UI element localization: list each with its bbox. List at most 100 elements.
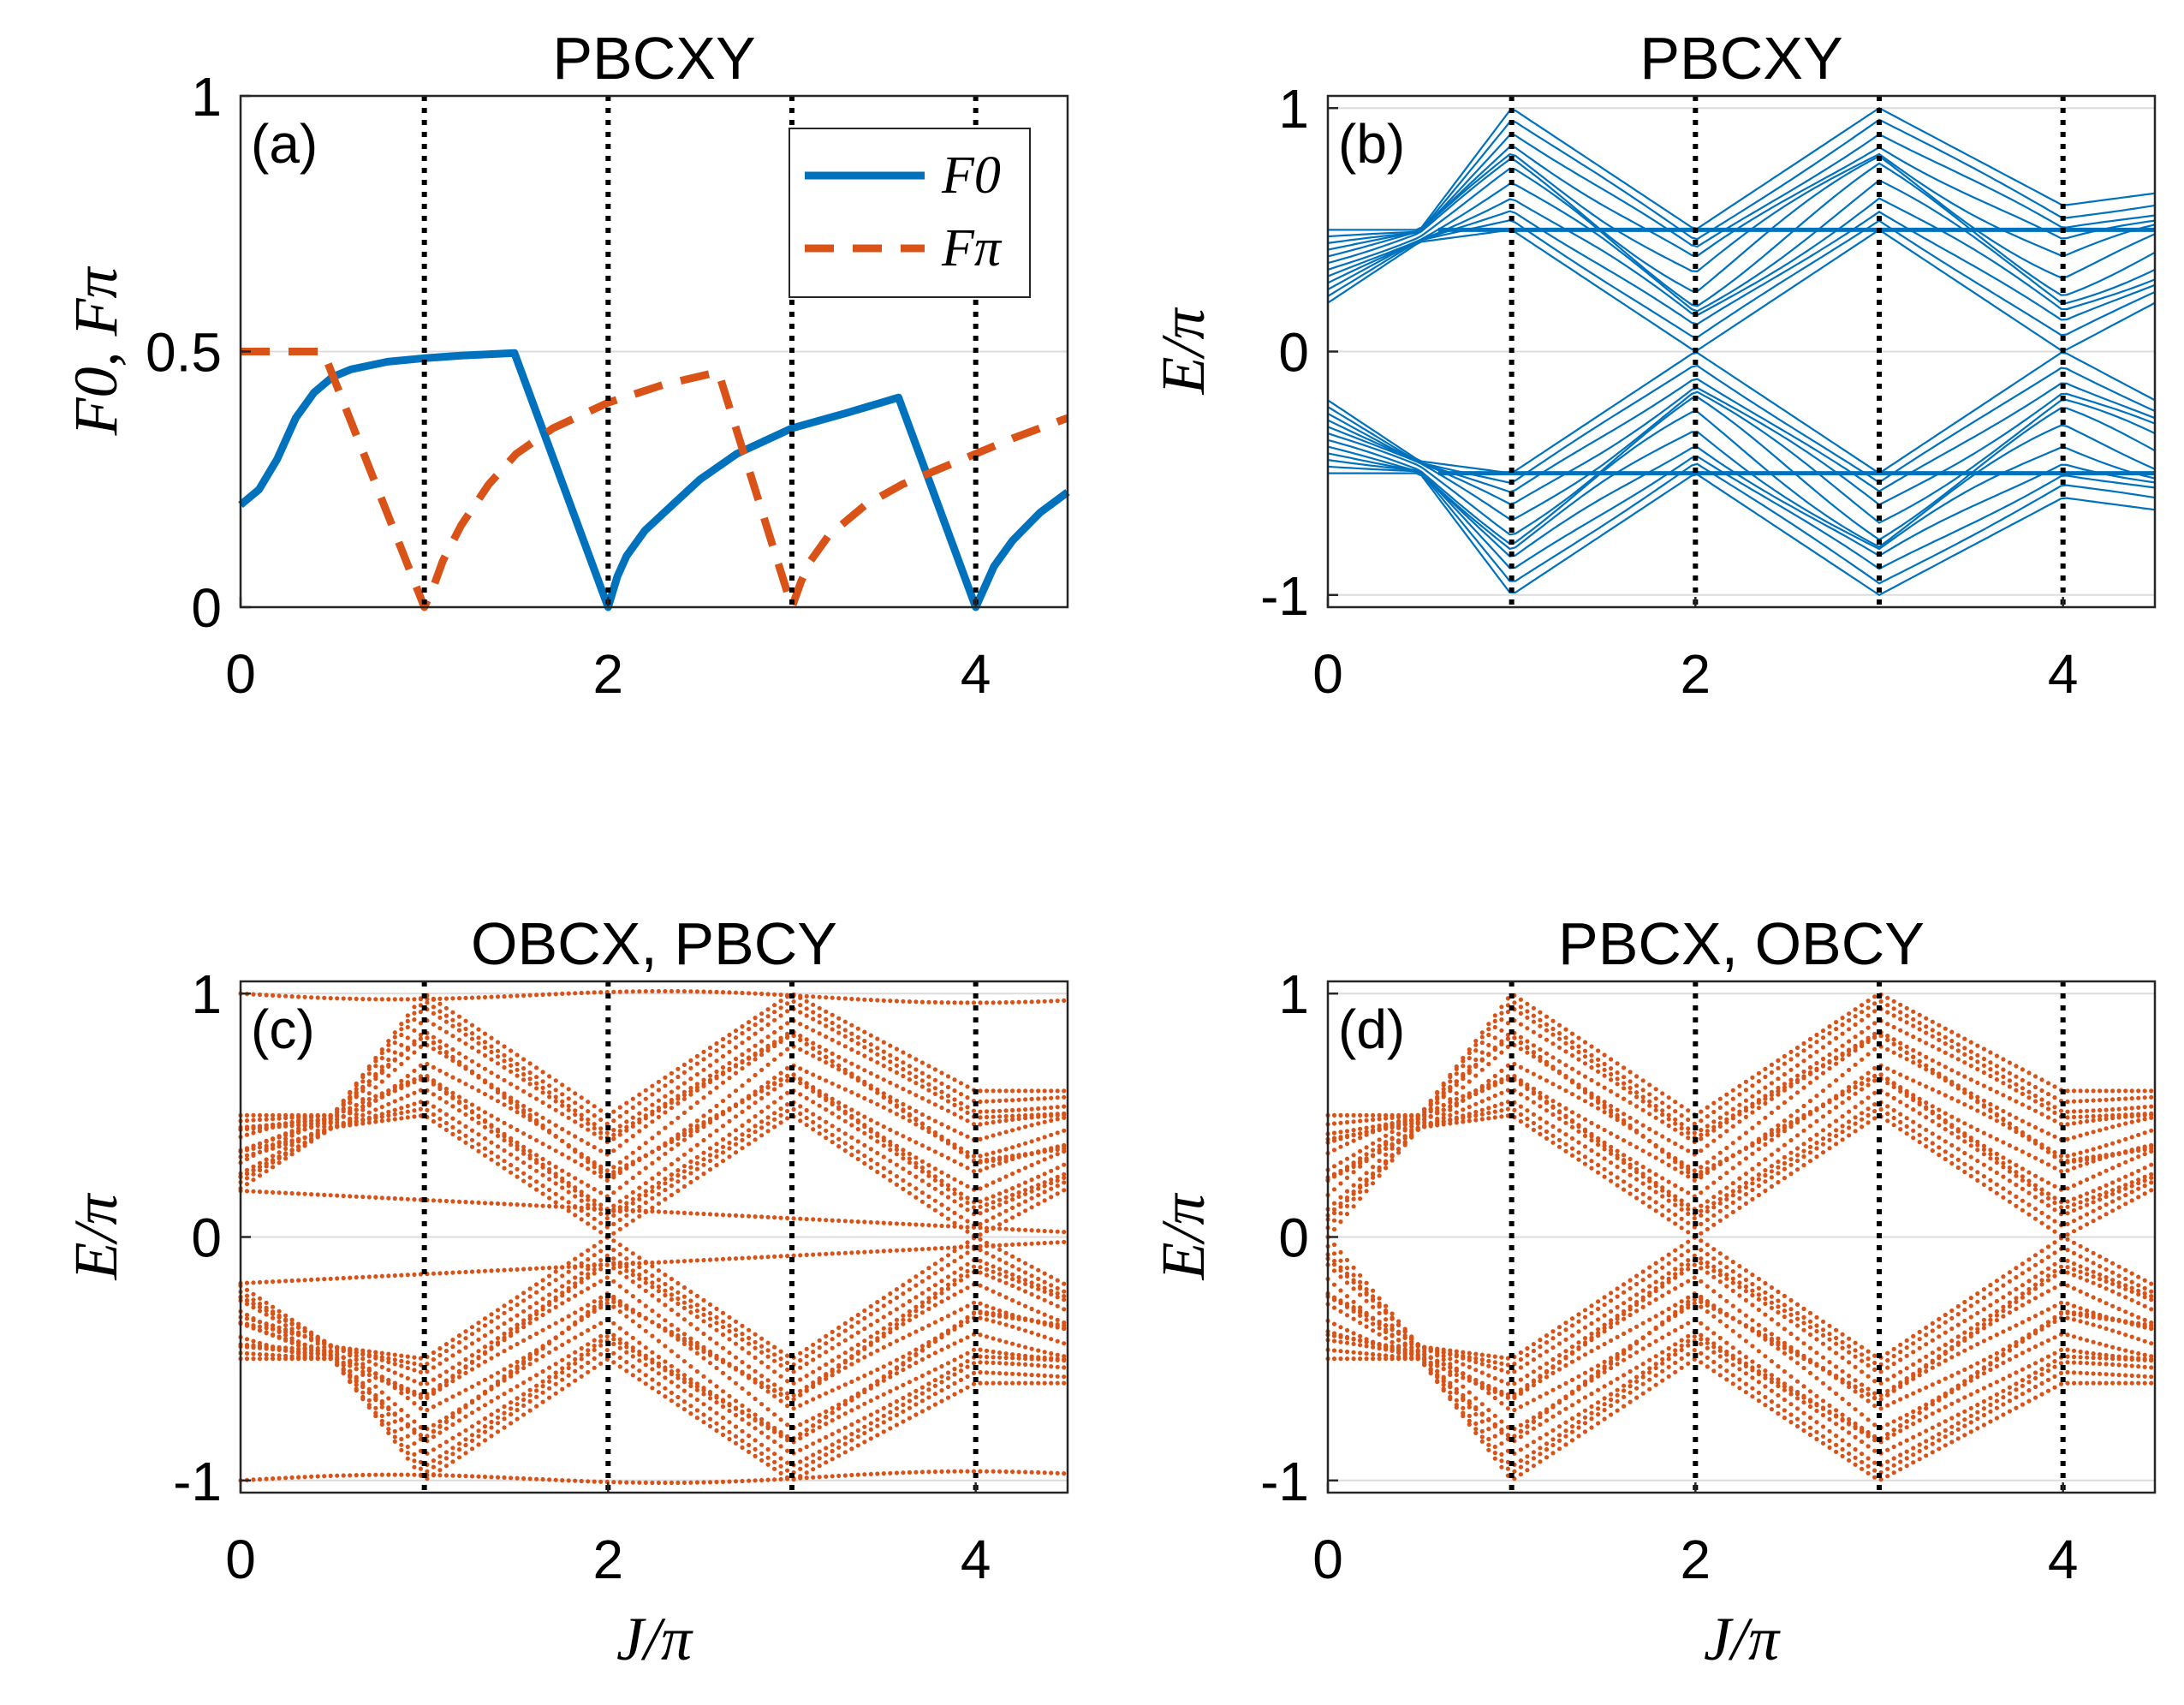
spectrum-point: [919, 1300, 925, 1305]
spectrum-point: [469, 1424, 475, 1429]
spectrum-point: [1010, 1192, 1015, 1197]
spectrum-point: [862, 1068, 867, 1073]
spectrum-point: [560, 1273, 565, 1279]
spectrum-point: [669, 1183, 675, 1189]
spectrum-point: [315, 1130, 320, 1136]
edge-state-point: [322, 1192, 327, 1197]
spectrum-point: [650, 1360, 655, 1365]
spectrum-point: [888, 1159, 893, 1164]
spectrum-point: [1023, 1088, 1028, 1094]
spectrum-point: [701, 1067, 706, 1072]
spectrum-point: [431, 1356, 436, 1362]
spectrum-point: [952, 1292, 957, 1297]
spectrum-point: [952, 1187, 957, 1192]
spectrum-point: [527, 1076, 533, 1082]
edge-state-point: [978, 1469, 983, 1474]
spectrum-point: [502, 1077, 507, 1082]
spectrum-point: [747, 1391, 752, 1396]
spectrum-point: [862, 1079, 867, 1084]
spectrum-point: [650, 1136, 655, 1141]
spectrum-point: [694, 1293, 700, 1298]
spectrum-point: [650, 1377, 655, 1382]
spectrum-point: [836, 1453, 842, 1458]
spectrum-point: [366, 1366, 372, 1371]
spectrum-point: [978, 1369, 983, 1375]
spectrum-point: [997, 1131, 1003, 1136]
edge-state-point: [515, 1475, 520, 1481]
spectrum-point: [1062, 1162, 1067, 1167]
spectrum-point: [450, 1411, 455, 1416]
spectrum-point: [534, 1075, 539, 1080]
spectrum-point: [1049, 1322, 1054, 1327]
spectrum-point: [881, 1303, 886, 1309]
spectrum-point: [534, 1311, 539, 1316]
spectrum-point: [932, 1383, 937, 1388]
spectrum-point: [720, 1064, 726, 1070]
spectrum-point: [945, 1296, 951, 1301]
spectrum-point: [740, 1031, 745, 1036]
spectrum-point: [264, 1326, 269, 1331]
spectrum-point: [302, 1127, 307, 1132]
spectrum-point: [855, 1393, 860, 1398]
spectrum-point: [509, 1363, 514, 1368]
edge-state-point: [560, 1265, 565, 1270]
spectrum-point: [747, 1341, 752, 1346]
edge-state-point: [366, 1195, 372, 1200]
spectrum-point: [868, 1057, 873, 1062]
spectrum-point: [348, 1100, 353, 1106]
spectrum-point: [681, 1132, 687, 1138]
spectrum-point: [669, 1292, 675, 1297]
edge-state-point: [495, 1201, 501, 1207]
spectrum-point: [476, 1380, 481, 1386]
spectrum-point: [894, 1063, 899, 1068]
spectrum-point: [753, 1412, 758, 1417]
spectrum-point: [437, 1401, 443, 1406]
spectrum-point: [945, 1314, 951, 1319]
edge-state-point: [952, 1469, 957, 1474]
spectrum-point: [598, 1320, 604, 1326]
spectrum-point: [1042, 1289, 1047, 1294]
spectrum-point: [335, 1349, 340, 1354]
spectrum-point: [586, 1141, 591, 1147]
spectrum-point: [1866, 1349, 1871, 1354]
spectrum-point: [373, 1392, 378, 1398]
edge-state-point: [379, 997, 384, 1002]
spectrum-point: [1981, 1287, 1986, 1292]
spectrum-point: [1010, 1361, 1015, 1367]
spectrum-point: [849, 1408, 854, 1413]
edge-state-point: [302, 1475, 307, 1480]
spectrum-point: [945, 1195, 951, 1200]
spectrum-point: [984, 1310, 990, 1315]
spectrum-point: [1016, 1154, 1021, 1160]
spectrum-point: [984, 1165, 990, 1171]
spectrum-point: [1666, 1217, 1671, 1222]
spectrum-point: [527, 1183, 533, 1188]
spectrum-point: [509, 1299, 514, 1304]
spectrum-point: [617, 1364, 622, 1369]
spectrum-point: [888, 1080, 893, 1085]
spectrum-point: [836, 1144, 842, 1149]
spectrum-point: [978, 1258, 983, 1263]
spectrum-point: [824, 1128, 829, 1133]
spectrum-point: [637, 1157, 642, 1162]
spectrum-point: [1016, 1372, 1021, 1377]
spectrum-point: [598, 1230, 604, 1235]
spectrum-point: [747, 1035, 752, 1040]
spectrum-point: [855, 1139, 860, 1144]
spectrum-point: [277, 1144, 282, 1149]
spectrum-point: [650, 1149, 655, 1154]
spectrum-point: [431, 1428, 436, 1434]
spectrum-point: [875, 1036, 880, 1041]
spectrum-point: [1036, 1309, 1041, 1315]
edge-state-point: [1042, 999, 1047, 1004]
spectrum-point: [836, 1428, 842, 1434]
edge-state-point: [509, 1201, 514, 1207]
spectrum-point: [1016, 1362, 1021, 1367]
spectrum-point: [939, 1291, 944, 1296]
spectrum-point: [824, 1350, 829, 1355]
spectrum-point: [643, 1276, 648, 1281]
spectrum-point: [379, 1112, 384, 1117]
spectrum-point: [765, 1062, 771, 1067]
spectrum-point: [244, 1316, 250, 1321]
spectrum-point: [849, 1438, 854, 1443]
